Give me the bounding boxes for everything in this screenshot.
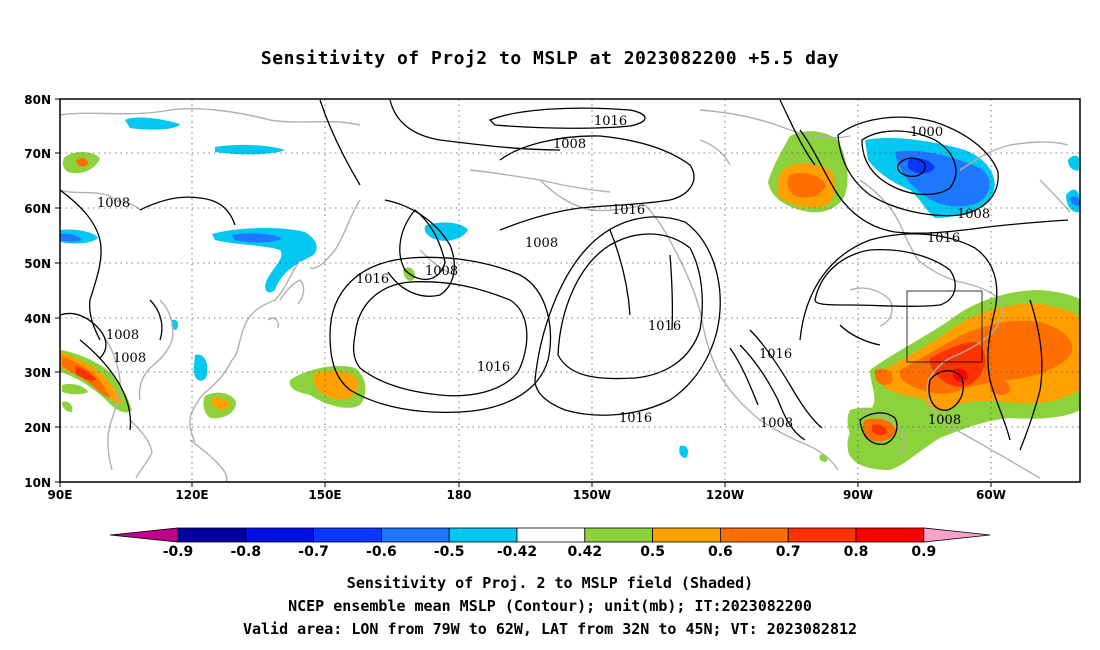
sensitivity-shading [60, 117, 1080, 470]
colorbar-swatch [855, 527, 925, 543]
pos-patch [875, 368, 893, 385]
contour-label: 1008 [525, 236, 558, 251]
caption-shaded: Sensitivity of Proj. 2 to MSLP field (Sh… [346, 574, 754, 592]
pos-patch [76, 157, 88, 167]
contour-label: 1008 [553, 137, 586, 152]
neg-patch [679, 445, 688, 458]
contour-label: 1016 [619, 411, 652, 426]
colorbar-tick-label: -0.6 [366, 544, 397, 560]
contour-label: 1016 [477, 360, 510, 375]
lat-label: 30N [24, 366, 51, 380]
colorbar-tick-label: -0.5 [434, 544, 465, 560]
pos-patch [62, 401, 73, 412]
contour-labels: 1016 1008 1008 1008 1008 1008 1016 1008 … [97, 114, 990, 431]
neg-patch [232, 233, 282, 243]
contour-label: 1008 [97, 196, 130, 211]
neg-patch [908, 158, 935, 174]
contour-label: 1016 [594, 114, 627, 129]
lat-label: 80N [24, 93, 51, 107]
contour-label: 1016 [356, 272, 389, 287]
lon-label: 60W [976, 488, 1006, 502]
colorbar-tick-label: 0.6 [708, 544, 733, 560]
contour-label: 1016 [927, 231, 960, 246]
coastlines [60, 108, 1071, 482]
colorbar-swatch [245, 527, 315, 543]
neg-patch [125, 117, 180, 130]
colorbar-tick-label: -0.9 [163, 544, 194, 560]
colorbar: -0.9 -0.8 -0.7 -0.6 -0.5 -0.42 0.42 0.5 0.6 0.7 0.… [109, 527, 991, 560]
lon-label: 150E [308, 488, 341, 502]
lon-labels: 90E 120E 150E 180 150W 120W 90W 60W [48, 488, 1006, 502]
contour-label: 1008 [106, 328, 139, 343]
lat-label: 70N [24, 147, 51, 161]
neg-patch [1068, 155, 1080, 171]
colorbar-swatch [787, 527, 857, 543]
colorbar-swatch [584, 527, 653, 543]
pos-patch [990, 378, 1011, 395]
colorbar-tick-label: 0.8 [844, 544, 869, 560]
contour-label: 1016 [648, 319, 681, 334]
lat-label: 60N [24, 202, 51, 216]
axis-ticks [55, 98, 992, 487]
pos-patch [872, 424, 887, 436]
lat-label: 20N [24, 421, 51, 435]
lon-label: 180 [446, 488, 471, 502]
neg-patch [1070, 196, 1080, 206]
pos-patch [75, 366, 96, 381]
pos-patch [787, 173, 826, 198]
valid-area-box [906, 290, 983, 363]
caption-valid-area: Valid area: LON from 79W to 62W, LAT fro… [242, 620, 858, 638]
contour-label: 1008 [957, 207, 990, 222]
colorbar-swatch [652, 527, 721, 543]
colorbar-swatch [177, 527, 247, 543]
neg-patch [424, 222, 468, 241]
colorbar-swatch [923, 527, 991, 543]
contour-label: 1008 [113, 351, 146, 366]
neg-patch [215, 144, 285, 155]
neg-patch [193, 354, 208, 381]
colorbar-tick-label: 0.5 [640, 544, 665, 560]
colorbar-tick-label: -0.7 [298, 544, 329, 560]
colorbar-swatch [516, 527, 586, 543]
pos-patch [62, 383, 88, 395]
caption-contour: NCEP ensemble mean MSLP (Contour); unit(… [288, 597, 812, 615]
lat-labels: 80N 70N 60N 50N 40N 30N 20N 10N [24, 93, 51, 490]
contour-label: 1008 [425, 264, 458, 279]
pos-patch [212, 397, 230, 410]
lon-label: 150W [573, 488, 611, 502]
lon-label: 90E [48, 488, 73, 502]
colorbar-tick-label: -0.8 [230, 544, 261, 560]
contour-label: 1016 [759, 347, 792, 362]
lat-label: 10N [24, 476, 51, 490]
contour-label: 1008 [928, 413, 961, 428]
colorbar-swatch [313, 527, 382, 543]
map-frame [59, 98, 1081, 483]
map-title: Sensitivity of Proj2 to MSLP at 20230822… [260, 48, 840, 69]
colorbar-swatch [448, 527, 518, 543]
colorbar-tick-label: 0.7 [776, 544, 801, 560]
colorbar-swatch [720, 527, 789, 543]
lat-label: 40N [24, 312, 51, 326]
pos-patch [819, 454, 828, 462]
lon-label: 120W [706, 488, 744, 502]
pos-patch [929, 342, 986, 387]
colorbar-tick-label: 0.9 [911, 544, 936, 560]
neg-patch [212, 228, 317, 293]
lat-label: 50N [24, 257, 51, 271]
pos-patch [312, 370, 359, 400]
contour-label: 1016 [612, 203, 645, 218]
colorbar-tick-label: 0.42 [568, 544, 603, 560]
gridlines [60, 99, 1080, 482]
colorbar-swatch [109, 527, 179, 543]
neg-patch [60, 233, 82, 242]
mslp-contours [60, 99, 1069, 451]
contour-label: 1008 [760, 416, 793, 431]
lon-label: 120E [175, 488, 208, 502]
colorbar-swatch [380, 527, 450, 543]
contour-label: 1000 [910, 125, 943, 140]
colorbar-tick-label: -0.42 [497, 544, 537, 560]
lon-label: 90W [843, 488, 873, 502]
